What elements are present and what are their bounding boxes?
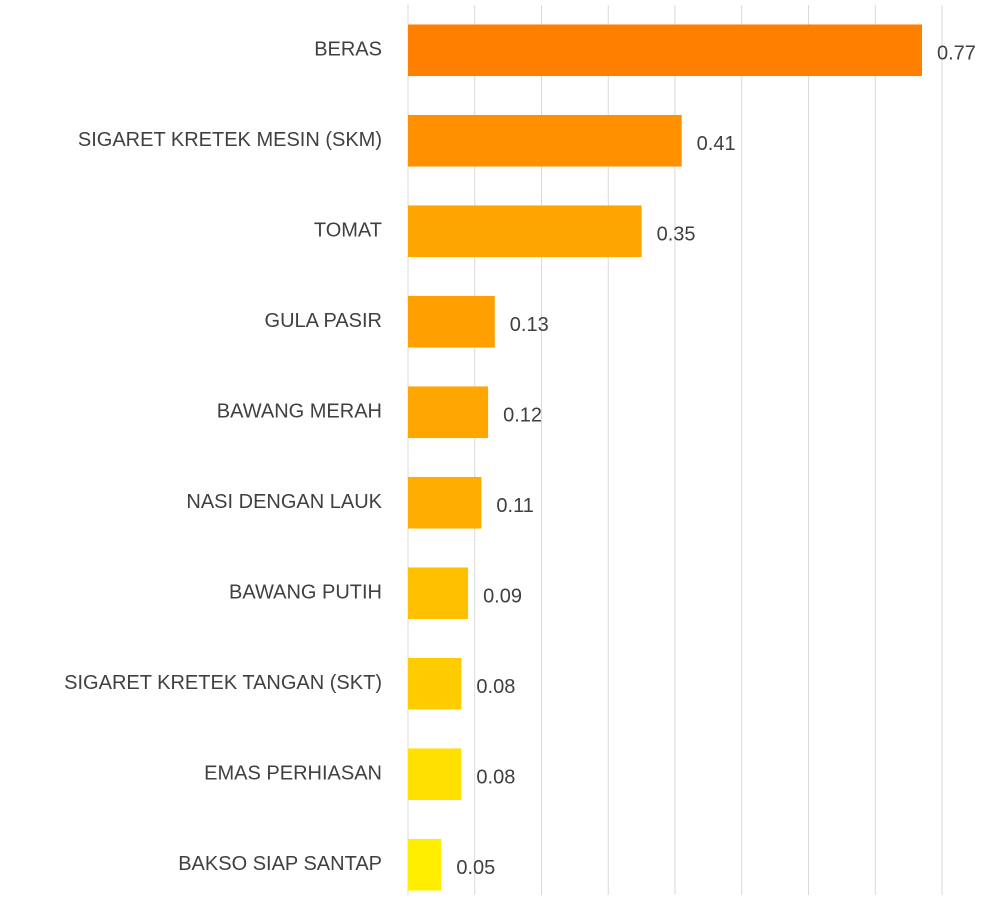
data-label: 0.11	[496, 495, 533, 517]
y-tick-label: BAWANG MERAH	[217, 401, 382, 423]
bar	[408, 476, 482, 529]
bar	[408, 657, 462, 710]
data-label: 0.77	[937, 43, 976, 65]
y-tick-label: EMAS PERHIASAN	[204, 763, 382, 785]
y-tick-label: SIGARET KRETEK TANGAN (SKT)	[64, 672, 382, 694]
y-tick-label: GULA PASIR	[265, 310, 382, 332]
y-tick-label: BAKSO SIAP SANTAP	[178, 853, 382, 875]
data-label: 0.09	[483, 586, 522, 608]
data-label: 0.08	[476, 676, 515, 698]
y-tick-label: SIGARET KRETEK MESIN (SKM)	[78, 129, 382, 151]
y-tick-label: BERAS	[314, 39, 382, 61]
data-label: 0.41	[697, 133, 736, 155]
data-label: 0.13	[510, 314, 549, 336]
data-label: 0.35	[657, 224, 696, 246]
bar	[408, 295, 495, 348]
bar	[408, 567, 469, 620]
y-tick-label: BAWANG PUTIH	[229, 582, 382, 604]
y-tick-label: TOMAT	[314, 220, 382, 242]
bar	[408, 748, 462, 801]
data-label: 0.05	[456, 857, 495, 879]
data-label: 0.08	[476, 767, 515, 789]
bar	[408, 24, 922, 77]
bar	[408, 114, 682, 167]
bar	[408, 205, 642, 258]
data-label: 0.12	[503, 405, 542, 427]
y-tick-label: NASI DENGAN LAUK	[186, 491, 382, 513]
bar	[408, 386, 489, 439]
bar	[408, 838, 442, 891]
